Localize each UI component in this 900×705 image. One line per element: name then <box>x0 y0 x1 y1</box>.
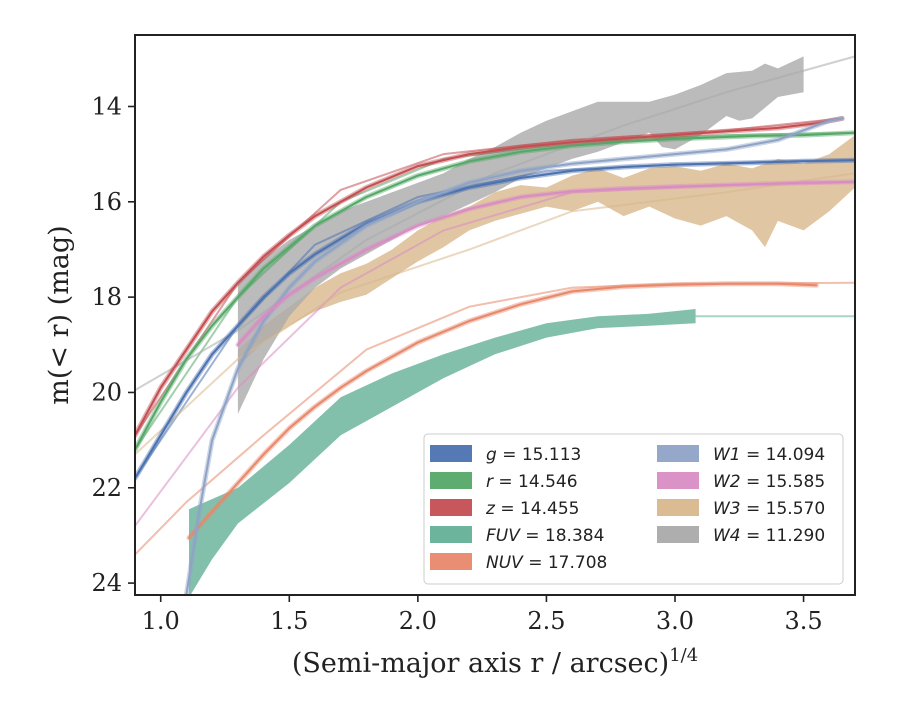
series-w2-line <box>236 180 855 346</box>
y-tick-label: 14 <box>91 92 122 120</box>
y-tick-label: 16 <box>91 188 122 216</box>
legend-swatch <box>657 526 699 543</box>
x-tick-label: 1.0 <box>142 607 180 635</box>
y-tick-label: 18 <box>91 283 122 311</box>
series-fuv-band <box>189 309 696 595</box>
legend-entry-nuv: NUV = 17.708 <box>430 553 607 573</box>
legend-entry-g: g = 15.113 <box>430 445 581 465</box>
series-r-line <box>135 131 855 451</box>
legend-entry-w2: W2 = 15.585 <box>657 472 825 492</box>
legend-box <box>423 433 844 585</box>
legend-entry-w3: W3 = 15.570 <box>657 499 825 519</box>
legend-swatch <box>657 445 699 462</box>
plot-frame <box>134 34 856 596</box>
legend-label: r = 14.546 <box>486 472 578 492</box>
legend-label: W3 = 15.570 <box>713 499 825 519</box>
legend-swatch <box>430 499 472 516</box>
legend-entry-fuv: FUV = 18.384 <box>430 526 604 546</box>
y-tick-label: 22 <box>91 474 122 502</box>
series-nuv-line <box>188 282 818 539</box>
legend-swatch <box>430 445 472 462</box>
legend-entry-w4: W4 = 11.290 <box>657 526 825 546</box>
legend-label: z = 14.455 <box>485 499 579 519</box>
legend-swatch <box>657 472 699 489</box>
y-tick-label: 20 <box>91 378 122 406</box>
legend-swatch <box>430 553 472 570</box>
y-tick-label: 24 <box>91 569 122 597</box>
x-tick-label: 2.0 <box>399 607 437 635</box>
series-z-line <box>135 117 844 437</box>
x-tick-label: 1.5 <box>270 607 308 635</box>
x-tick-label: 2.5 <box>527 607 565 635</box>
x-tick-label: 3.0 <box>656 607 694 635</box>
legend-swatch <box>430 526 472 543</box>
legend-swatch <box>430 472 472 489</box>
x-axis-label: (Semi-major axis r / arcsec)1/4 <box>292 645 698 679</box>
x-axis-label-exponent: 1/4 <box>669 645 698 666</box>
x-tick-label: 3.5 <box>784 607 822 635</box>
x-axis-label-main: (Semi-major axis r / arcsec) <box>292 648 669 679</box>
legend-label: g = 15.113 <box>486 445 581 465</box>
series-w3-extrapolation <box>135 172 855 456</box>
legend-label: FUV = 18.384 <box>486 526 604 546</box>
series-w1-line <box>185 117 844 595</box>
y-axis-label: m(< r) (mag) <box>44 225 75 404</box>
series-w4-band <box>237 56 804 414</box>
series-w4-extrapolation <box>135 55 855 391</box>
legend-swatch <box>657 499 699 516</box>
legend-entry-r: r = 14.546 <box>430 472 578 492</box>
legend-label: W2 = 15.585 <box>713 472 825 492</box>
series-w3-band <box>237 135 855 367</box>
legend-label: W4 = 11.290 <box>713 526 825 546</box>
legend-label: NUV = 17.708 <box>486 553 607 573</box>
series-g-line <box>135 159 855 480</box>
legend-label: W1 = 14.094 <box>713 445 825 465</box>
legend-entry-w1: W1 = 14.094 <box>657 445 825 465</box>
legend-entry-z: z = 14.455 <box>430 499 579 519</box>
